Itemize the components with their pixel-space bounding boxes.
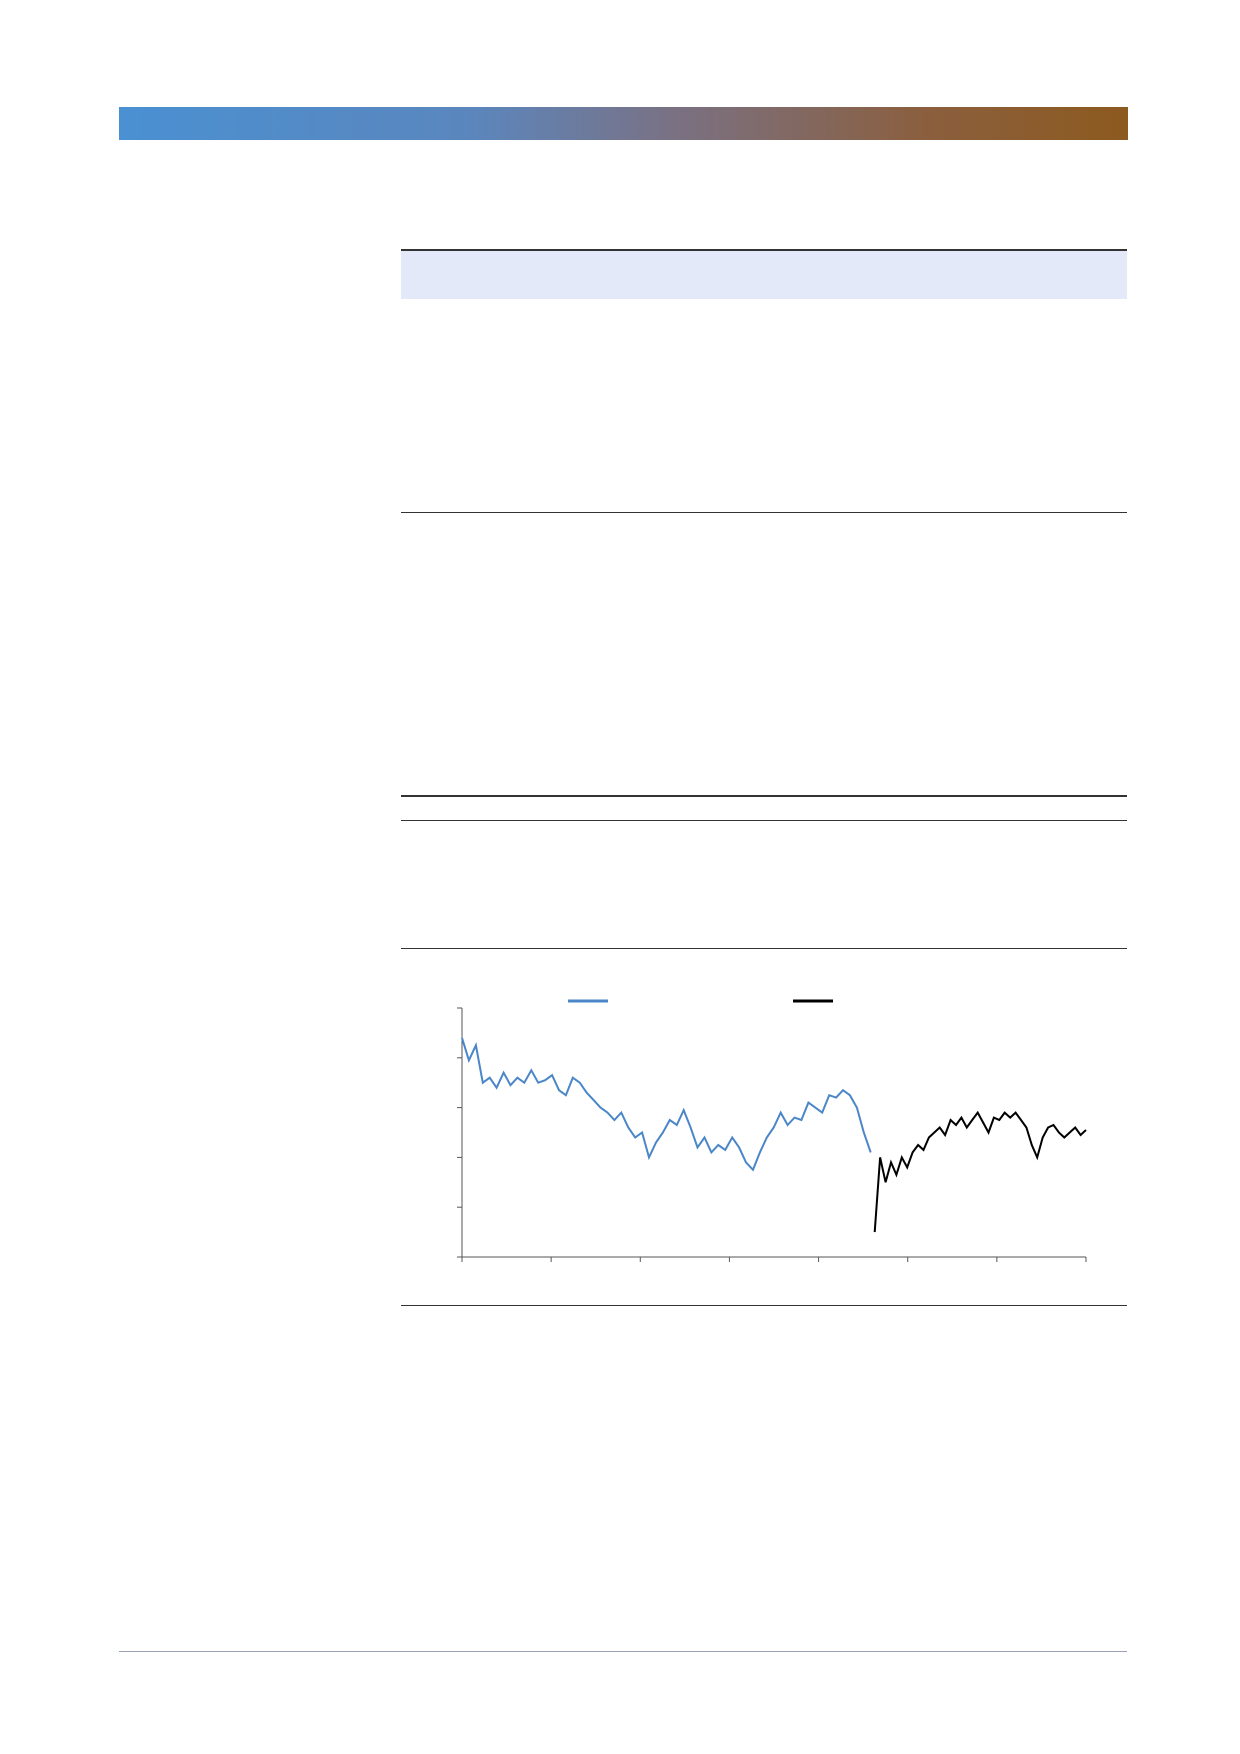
footer-rule (119, 1651, 1127, 1652)
table-rule-thick (401, 795, 1127, 797)
table-header-band (401, 251, 1127, 299)
series-line-black (873, 1110, 1087, 1233)
section-rule-top (401, 249, 1127, 251)
chart-bottom-rule (401, 1305, 1127, 1306)
series-line-blue (461, 1037, 872, 1172)
table-rule-thin (401, 820, 1127, 821)
chart-top-rule (401, 948, 1127, 949)
header-banner (119, 107, 1128, 140)
table-bottom-rule (401, 512, 1127, 513)
